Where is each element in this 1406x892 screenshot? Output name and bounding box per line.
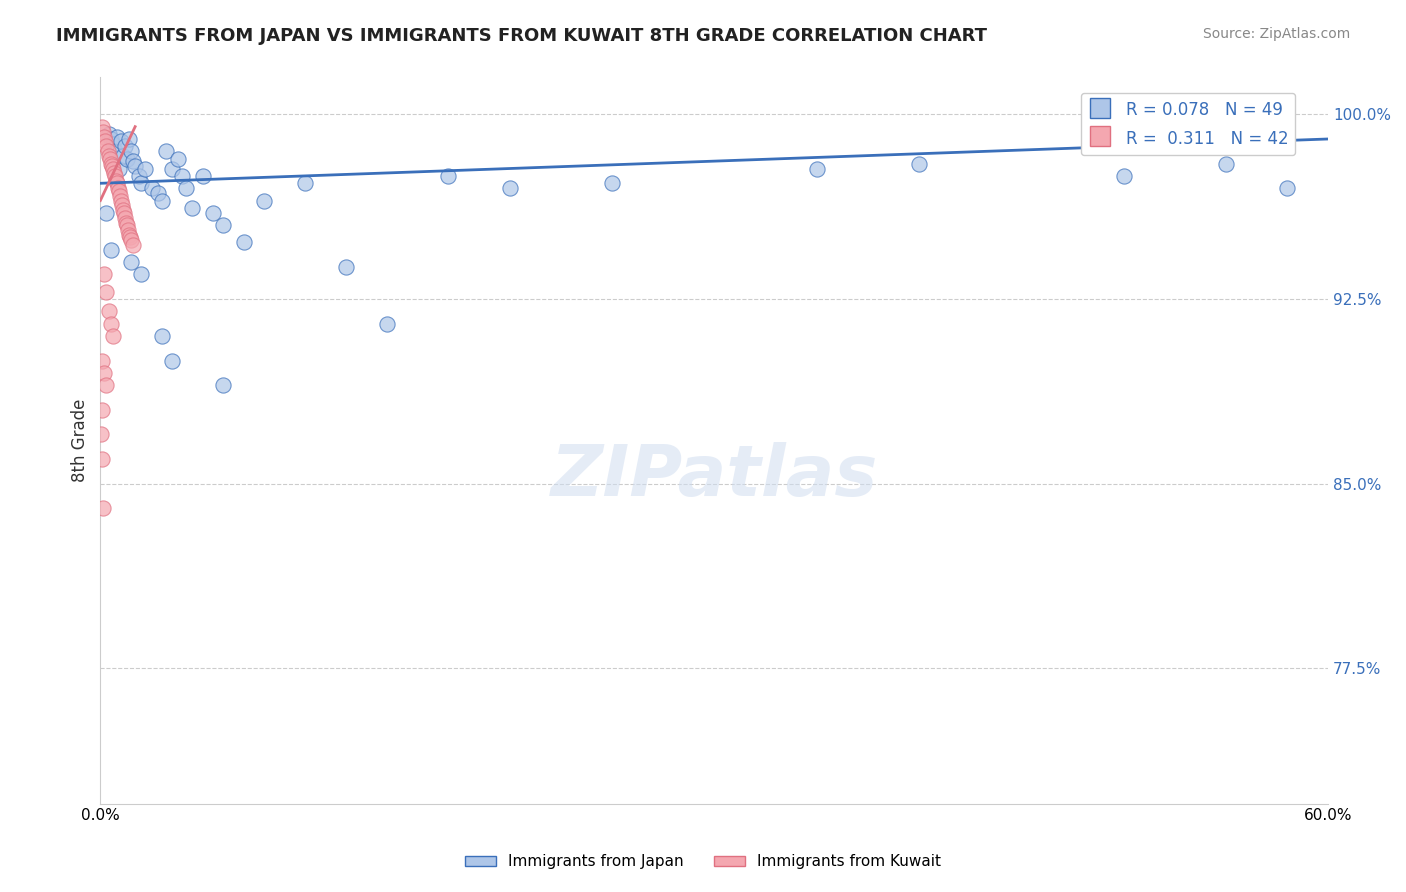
Point [118, 227, 141, 242]
Point [91, 353, 114, 368]
Point [100, 243, 122, 257]
Point [181, 201, 204, 215]
Point [103, 166, 125, 180]
Point [118, 230, 141, 244]
Point [160, 353, 183, 368]
Point [129, 176, 152, 190]
Point [150, 194, 173, 208]
Point [437, 169, 460, 183]
Point [94, 135, 117, 149]
Point [150, 329, 173, 343]
Point [120, 255, 142, 269]
Point [100, 132, 122, 146]
Point [118, 132, 141, 146]
Point [172, 169, 194, 183]
Point [335, 260, 357, 274]
Point [91, 402, 114, 417]
Point [176, 181, 198, 195]
Point [128, 169, 150, 183]
Text: IMMIGRANTS FROM JAPAN VS IMMIGRANTS FROM KUWAIT 8TH GRADE CORRELATION CHART: IMMIGRANTS FROM JAPAN VS IMMIGRANTS FROM… [56, 27, 987, 45]
Point [155, 145, 177, 159]
Point [115, 152, 138, 166]
Point [93, 129, 115, 144]
Point [212, 218, 235, 232]
Point [96, 145, 118, 159]
Point [97, 304, 120, 318]
Point [93, 366, 115, 380]
Point [108, 188, 131, 202]
Point [104, 145, 127, 159]
Point [91, 452, 114, 467]
Point [93, 501, 115, 516]
Point [120, 233, 142, 247]
Point [114, 139, 136, 153]
Point [107, 184, 129, 198]
Point [122, 154, 145, 169]
Point [1215, 156, 1237, 170]
Point [117, 223, 139, 237]
Point [97, 127, 120, 141]
Legend: Immigrants from Japan, Immigrants from Kuwait: Immigrants from Japan, Immigrants from K… [458, 848, 948, 875]
Point [1112, 169, 1135, 183]
Point [294, 176, 316, 190]
Point [101, 329, 124, 343]
Legend: R = 0.078   N = 49, R =  0.311   N = 42: R = 0.078 N = 49, R = 0.311 N = 42 [1081, 93, 1295, 155]
Point [105, 176, 128, 190]
Point [908, 156, 931, 170]
Point [97, 149, 120, 163]
Point [104, 169, 127, 183]
Point [100, 317, 122, 331]
Point [600, 176, 623, 190]
Point [111, 203, 134, 218]
Text: ZIPatlas: ZIPatlas [551, 442, 877, 511]
Point [100, 159, 122, 173]
Point [111, 198, 134, 212]
Point [167, 152, 190, 166]
Point [115, 216, 138, 230]
Point [115, 218, 138, 232]
Point [122, 237, 145, 252]
Point [96, 139, 118, 153]
Point [90, 427, 112, 442]
Y-axis label: 8th Grade: 8th Grade [72, 399, 89, 483]
Point [114, 211, 136, 225]
Point [107, 161, 129, 176]
Point [146, 186, 169, 201]
Point [253, 194, 276, 208]
Point [101, 136, 124, 151]
Point [806, 161, 828, 176]
Point [112, 206, 135, 220]
Point [232, 235, 254, 250]
Point [98, 152, 121, 166]
Point [201, 206, 224, 220]
Point [96, 206, 118, 220]
Point [101, 161, 124, 176]
Point [107, 181, 129, 195]
Point [1277, 181, 1299, 195]
Point [100, 156, 122, 170]
Point [212, 378, 235, 392]
Point [120, 145, 142, 159]
Point [104, 174, 127, 188]
Point [111, 149, 134, 163]
Point [124, 159, 146, 173]
Text: Source: ZipAtlas.com: Source: ZipAtlas.com [1202, 27, 1350, 41]
Point [375, 317, 398, 331]
Point [96, 378, 118, 392]
Point [191, 169, 214, 183]
Point [96, 285, 118, 299]
Point [129, 268, 152, 282]
Point [105, 129, 128, 144]
Point [110, 135, 132, 149]
Point [498, 181, 520, 195]
Point [91, 120, 114, 134]
Point [93, 268, 115, 282]
Point [141, 181, 163, 195]
Point [93, 125, 115, 139]
Point [110, 194, 132, 208]
Point [134, 161, 156, 176]
Point [160, 161, 183, 176]
